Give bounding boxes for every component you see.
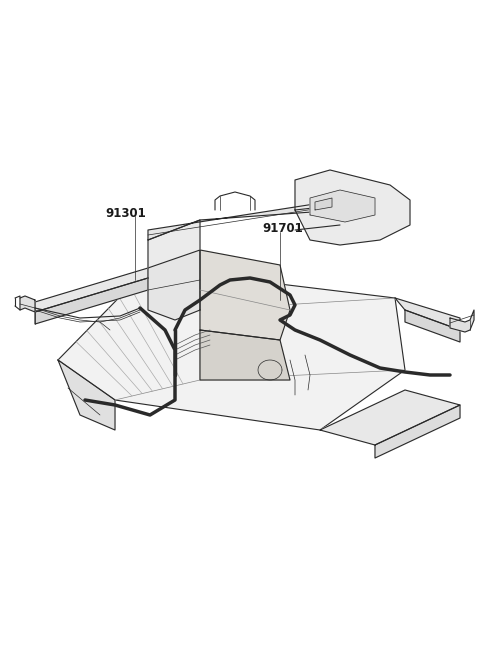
Polygon shape <box>395 298 460 330</box>
Polygon shape <box>310 190 375 222</box>
Text: 91701: 91701 <box>262 222 303 235</box>
Polygon shape <box>148 220 200 310</box>
Polygon shape <box>200 330 290 380</box>
Polygon shape <box>320 390 460 445</box>
Polygon shape <box>315 198 332 210</box>
Polygon shape <box>295 170 410 245</box>
Polygon shape <box>35 278 148 324</box>
Text: 91301: 91301 <box>105 207 146 220</box>
Polygon shape <box>375 405 460 458</box>
Polygon shape <box>405 310 460 342</box>
Polygon shape <box>35 268 148 312</box>
Polygon shape <box>450 310 474 332</box>
Polygon shape <box>200 250 290 340</box>
Polygon shape <box>148 250 200 320</box>
Polygon shape <box>20 296 35 312</box>
Polygon shape <box>58 360 115 430</box>
Polygon shape <box>58 268 405 430</box>
Polygon shape <box>148 200 340 240</box>
